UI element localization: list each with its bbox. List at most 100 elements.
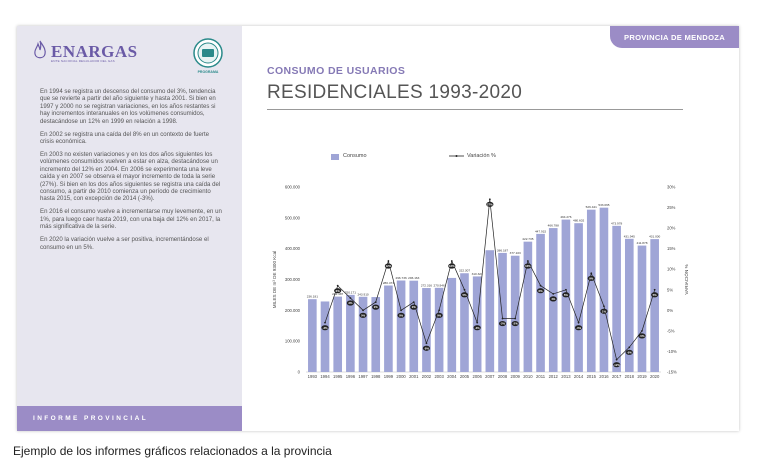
bar-value-label: 244.487: [332, 292, 343, 296]
bar: [637, 245, 647, 372]
variation-point: [362, 309, 364, 312]
y-tick-label-left: 100.000: [285, 339, 301, 344]
bar-value-label: 272.316: [421, 284, 432, 288]
x-tick-label: 2002: [422, 374, 432, 379]
x-tick-label: 1997: [358, 374, 368, 379]
x-tick-label: 2006: [472, 374, 482, 379]
y-tick-label-right: 5%: [667, 287, 673, 292]
variation-label-bg: [372, 304, 380, 310]
bar: [409, 280, 419, 372]
program-seal-icon: [193, 38, 223, 68]
paragraph: En 2020 la variación vuelve a ser positi…: [40, 236, 209, 251]
variation-point: [488, 198, 491, 201]
variation-label: 4%: [551, 297, 556, 301]
variation-point: [565, 288, 567, 291]
bar-value-label: 466.788: [548, 224, 559, 228]
bar: [536, 233, 545, 372]
bar: [333, 296, 343, 372]
variation-label-bg: [321, 325, 329, 331]
bar: [472, 276, 482, 372]
bar-value-label: 431.000: [649, 235, 660, 239]
footer-label: INFORME PROVINCIAL: [33, 415, 149, 422]
variation-label-bg: [613, 362, 621, 368]
y-tick-label-right: 15%: [667, 246, 676, 251]
variation-label: 27%: [487, 202, 493, 206]
bar: [612, 225, 621, 372]
variation-point: [577, 321, 580, 324]
variation-point: [641, 329, 643, 332]
y-tick-label-left: 300.000: [285, 277, 301, 282]
variation-label-bg: [587, 275, 595, 281]
variation-label: 12%: [449, 264, 455, 268]
bar-value-label: 322.307: [459, 269, 470, 273]
bar: [498, 252, 507, 372]
bar-value-label: 422.735: [522, 237, 533, 241]
bar: [447, 277, 457, 372]
variation-label: 6%: [539, 289, 544, 293]
variation-point: [412, 301, 415, 304]
legend-label-variacion: Variación %: [467, 153, 496, 159]
variation-label: 5%: [462, 293, 467, 297]
variation-label: 0%: [437, 313, 442, 317]
variation-point: [425, 342, 428, 345]
bar: [485, 250, 495, 372]
variation-point: [552, 292, 555, 295]
bar-value-label: 386.187: [497, 248, 508, 252]
x-tick-label: 2017: [612, 374, 622, 379]
y-tick-label-right: 0%: [667, 308, 673, 313]
variation-label-bg: [346, 300, 354, 306]
variation-label-bg: [448, 263, 456, 269]
variation-label-bg: [549, 296, 557, 302]
variation-point: [374, 301, 377, 304]
variation-point: [590, 272, 593, 275]
variation-point: [628, 346, 631, 349]
y-tick-label-right: -15%: [667, 370, 677, 375]
bar-value-label: 243.910: [357, 292, 368, 296]
enargas-logo: ENARGAS: [33, 40, 138, 62]
x-tick-label: 1999: [384, 374, 394, 379]
variation-point: [349, 297, 352, 299]
x-tick-label: 2004: [447, 374, 457, 379]
bar-value-label: 480.602: [573, 219, 584, 223]
bar-value-label: 270.946: [434, 283, 445, 287]
bar: [574, 223, 583, 372]
x-tick-label: 1998: [371, 374, 381, 379]
variation-point: [514, 317, 517, 320]
x-tick-label: 1996: [346, 374, 356, 379]
variation-point: [400, 309, 402, 312]
variation-label: 2%: [412, 305, 417, 309]
x-tick-label: 2003: [434, 374, 444, 379]
bar: [460, 273, 469, 372]
x-tick-label: 1995: [333, 374, 343, 379]
variation-label-bg: [422, 345, 431, 351]
y-tick-label-left: 400.000: [285, 246, 301, 251]
bar: [523, 241, 533, 372]
variation-label: 0%: [399, 313, 404, 317]
bar-value-label: 473.978: [611, 221, 622, 225]
variation-label-bg: [498, 320, 507, 327]
variation-label: -3%: [576, 326, 581, 330]
bar-value-label: 526.441: [586, 205, 597, 209]
x-tick-label: 2013: [561, 374, 571, 379]
variation-point: [324, 321, 326, 324]
bar-value-label: 280.471: [383, 281, 394, 285]
variation-label-bg: [574, 325, 583, 331]
y-tick-label-left: 500.000: [285, 215, 301, 220]
variation-label: 5%: [564, 293, 569, 297]
variation-point: [463, 288, 466, 291]
variation-label-bg: [625, 349, 633, 355]
variation-label: -5%: [639, 334, 644, 338]
bar: [396, 280, 406, 372]
variation-label: -3%: [323, 326, 328, 330]
bar: [371, 297, 381, 372]
variation-label: 0%: [361, 313, 366, 317]
x-tick-label: 2011: [536, 374, 546, 379]
variation-point: [438, 309, 441, 312]
variation-label-bg: [651, 292, 659, 298]
variation-label: 9%: [589, 276, 594, 280]
legend-label-consumo: Consumo: [343, 153, 367, 159]
variation-label: 2%: [374, 305, 379, 309]
figure-caption: Ejemplo de los informes gráficos relacio…: [13, 444, 332, 458]
variation-label: 1%: [602, 309, 607, 313]
variation-label-bg: [486, 201, 494, 207]
